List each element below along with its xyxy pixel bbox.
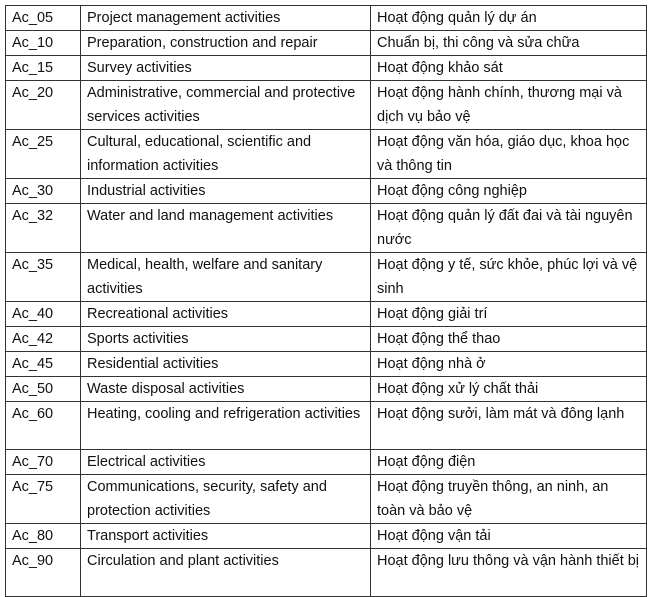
vietnamese-cell: Hoạt động quản lý đất đai và tài nguyên … (370, 203, 647, 253)
english-cell: Communications, security, safety and pro… (80, 474, 371, 524)
english-cell: Survey activities (80, 55, 371, 81)
code-cell: Ac_10 (5, 30, 81, 56)
english-cell: Heating, cooling and refrigeration activ… (80, 401, 371, 450)
code-cell: Ac_42 (5, 326, 81, 352)
vietnamese-cell: Hoạt động xử lý chất thải (370, 376, 647, 402)
code-cell: Ac_40 (5, 301, 81, 327)
vietnamese-cell: Hoạt động hành chính, thương mại và dịch… (370, 80, 647, 130)
code-cell: Ac_80 (5, 523, 81, 549)
code-cell: Ac_25 (5, 129, 81, 179)
vietnamese-cell: Chuẩn bị, thi công và sửa chữa (370, 30, 647, 56)
activity-code-table: Ac_05 Project management activities Hoạt đ… (5, 5, 647, 597)
vietnamese-cell: Hoạt động lưu thông và vận hành thiết bị (370, 548, 647, 597)
english-cell: Preparation, construction and repair (80, 30, 371, 56)
english-cell: Electrical activities (80, 449, 371, 475)
code-cell: Ac_35 (5, 252, 81, 302)
english-cell: Medical, health, welfare and sanitary ac… (80, 252, 371, 302)
english-cell: Circulation and plant activities (80, 548, 371, 597)
english-cell: Industrial activities (80, 178, 371, 204)
code-cell: Ac_30 (5, 178, 81, 204)
english-cell: Waste disposal activities (80, 376, 371, 402)
table-row: Ac_15 Survey activities Hoạt động khảo sát (5, 55, 647, 81)
code-cell: Ac_75 (5, 474, 81, 524)
code-cell: Ac_45 (5, 351, 81, 377)
code-cell: Ac_15 (5, 55, 81, 81)
table-row: Ac_05 Project management activities Hoạt đ… (5, 5, 647, 31)
english-cell: Transport activities (80, 523, 371, 549)
table-row: Ac_60 Heating, cooling and refrigeration … (5, 401, 647, 450)
table-row: Ac_20 Administrative, commercial and prot… (5, 80, 647, 130)
table-row: Ac_80 Transport activities Hoạt động vận t… (5, 523, 647, 549)
vietnamese-cell: Hoạt động khảo sát (370, 55, 647, 81)
code-cell: Ac_90 (5, 548, 81, 597)
table-row: Ac_45 Residential activities Hoạt động nhà… (5, 351, 647, 377)
table-row: Ac_30 Industrial activities Hoạt động công… (5, 178, 647, 204)
vietnamese-cell: Hoạt động nhà ở (370, 351, 647, 377)
vietnamese-cell: Hoạt động công nghiệp (370, 178, 647, 204)
table-row: Ac_70 Electrical activities Hoạt động điện (5, 449, 647, 475)
vietnamese-cell: Hoạt động điện (370, 449, 647, 475)
vietnamese-cell: Hoạt động giải trí (370, 301, 647, 327)
vietnamese-cell: Hoạt động sưởi, làm mát và đông lạnh (370, 401, 647, 450)
vietnamese-cell: Hoạt động truyền thông, an ninh, an toàn… (370, 474, 647, 524)
table-row: Ac_42 Sports activities Hoạt động thể thao (5, 326, 647, 352)
table-row: Ac_35 Medical, health, welfare and sanita… (5, 252, 647, 302)
table-row: Ac_90 Circulation and plant activities Hoạ… (5, 548, 647, 597)
english-cell: Sports activities (80, 326, 371, 352)
table-row: Ac_50 Waste disposal activities Hoạt động … (5, 376, 647, 402)
english-cell: Recreational activities (80, 301, 371, 327)
table-row: Ac_40 Recreational activities Hoạt động gi… (5, 301, 647, 327)
code-cell: Ac_05 (5, 5, 81, 31)
table-row: Ac_75 Communications, security, safety an… (5, 474, 647, 524)
english-cell: Residential activities (80, 351, 371, 377)
code-cell: Ac_20 (5, 80, 81, 130)
vietnamese-cell: Hoạt động vận tải (370, 523, 647, 549)
vietnamese-cell: Hoạt động y tế, sức khỏe, phúc lợi và vệ… (370, 252, 647, 302)
code-cell: Ac_32 (5, 203, 81, 253)
english-cell: Water and land management activities (80, 203, 371, 253)
table-row: Ac_10 Preparation, construction and repai… (5, 30, 647, 56)
vietnamese-cell: Hoạt động thể thao (370, 326, 647, 352)
code-cell: Ac_60 (5, 401, 81, 450)
table-row: Ac_25 Cultural, educational, scientific a… (5, 129, 647, 179)
english-cell: Cultural, educational, scientific and in… (80, 129, 371, 179)
vietnamese-cell: Hoạt động quản lý dự án (370, 5, 647, 31)
english-cell: Administrative, commercial and protectiv… (80, 80, 371, 130)
english-cell: Project management activities (80, 5, 371, 31)
table-row: Ac_32 Water and land management activitie… (5, 203, 647, 253)
code-cell: Ac_70 (5, 449, 81, 475)
vietnamese-cell: Hoạt động văn hóa, giáo dục, khoa học và… (370, 129, 647, 179)
code-cell: Ac_50 (5, 376, 81, 402)
